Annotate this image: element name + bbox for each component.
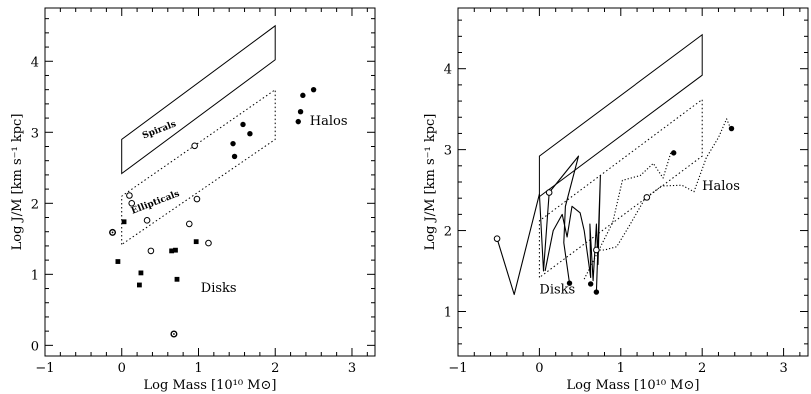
- y-tick-label: 1: [444, 305, 452, 320]
- data-point-filled-circle: [310, 86, 317, 93]
- y-tick-label: 0: [31, 339, 39, 354]
- data-point-square: [169, 248, 175, 254]
- x-tick-label: 2: [698, 361, 706, 376]
- data-point-square: [115, 259, 121, 264]
- data-point-square: [174, 276, 180, 282]
- right-panel: −1 0 1 2 3 1 2 3 4 Log Mass [10¹⁰ M⊙] Log J/M [km …: [423, 7, 809, 393]
- x-tick-label: 1: [194, 361, 202, 376]
- data-point-open-circle: [185, 220, 193, 228]
- data-point-filled-circle: [295, 118, 301, 125]
- region-spirals: [538, 33, 703, 198]
- data-point-open-circle: [193, 195, 201, 203]
- data-point-filled-circle: [566, 280, 573, 286]
- annotation-halos: Halos: [310, 114, 348, 129]
- region-ellipticals: [121, 88, 276, 246]
- x-tick-label: 2: [271, 361, 279, 376]
- y-tick-label: 4: [31, 55, 39, 70]
- data-point-square: [173, 247, 178, 253]
- x-tick-label: −1: [448, 361, 467, 376]
- data-point-open-circle: [493, 235, 501, 242]
- y-tick-label: 4: [444, 63, 452, 78]
- data-point-circled-dot-center: [173, 333, 175, 335]
- data-point-filled-circle: [230, 140, 236, 147]
- data-point-filled-circle: [670, 150, 677, 156]
- x-tick-label: 3: [348, 361, 356, 376]
- data-point-open-circle: [593, 246, 600, 254]
- annotation-disks: Disks: [539, 283, 575, 298]
- data-point-open-circle: [128, 200, 136, 207]
- y-tick-label: 3: [31, 126, 39, 141]
- data-point-filled-circle: [593, 289, 600, 295]
- region-spirals: [121, 24, 276, 175]
- y-tick-label: 1: [31, 268, 39, 283]
- x-axis-label: Log Mass [10¹⁰ M⊙]: [144, 378, 277, 393]
- data-point-open-circle: [191, 142, 198, 150]
- data-point-open-circle: [126, 192, 133, 199]
- track-line-2: [583, 151, 672, 280]
- region-ellipticals: [538, 98, 703, 279]
- plot-frame: [457, 7, 809, 357]
- data-point-square: [138, 270, 144, 276]
- x-tick-label: −1: [35, 361, 54, 376]
- data-point-open-circle: [147, 247, 155, 255]
- y-tick-label: 3: [444, 144, 452, 159]
- data-point-open-circle: [143, 217, 151, 224]
- data-point-filled-circle: [587, 281, 594, 287]
- y-axis-label: Log J/M [km s⁻¹ kpc]: [10, 114, 25, 251]
- data-point-square: [136, 282, 142, 288]
- plot-frame: [44, 7, 376, 357]
- annotation-halos: Halos: [702, 179, 740, 194]
- data-point-filled-circle: [300, 92, 306, 99]
- data-point-filled-circle: [297, 108, 304, 115]
- data-point-filled-circle: [728, 125, 735, 132]
- data-point-circled-dot-center: [111, 231, 114, 234]
- y-axis-label: Log J/M [km s⁻¹ kpc]: [423, 114, 438, 251]
- data-point-square: [193, 239, 199, 245]
- y-tick-label: 2: [31, 197, 39, 212]
- x-tick-label: 0: [535, 361, 543, 376]
- region-label-ellipticals: Ellipticals: [130, 189, 181, 217]
- data-point-filled-circle: [231, 153, 238, 160]
- data-point-filled-circle: [240, 121, 246, 128]
- x-axis-label: Log Mass [10¹⁰ M⊙]: [567, 378, 700, 393]
- data-point-open-circle: [545, 189, 553, 196]
- data-point-filled-circle: [247, 131, 253, 137]
- y-tick-label: 2: [444, 225, 452, 240]
- x-tick-label: 3: [779, 361, 787, 376]
- data-point-open-circle: [643, 194, 651, 201]
- region-label-spirals: Spirals: [141, 119, 178, 141]
- left-panel: −1 0 1 2 3 0 1 2 3 4 Log Mass [10¹⁰ M⊙] Log J/M [km…: [10, 7, 376, 393]
- data-point-open-circle: [205, 239, 212, 247]
- x-tick-label: 1: [617, 361, 625, 376]
- annotation-disks: Disks: [201, 281, 237, 296]
- track-line-1: [544, 174, 601, 293]
- data-point-square: [121, 219, 127, 225]
- x-tick-label: 0: [118, 361, 126, 376]
